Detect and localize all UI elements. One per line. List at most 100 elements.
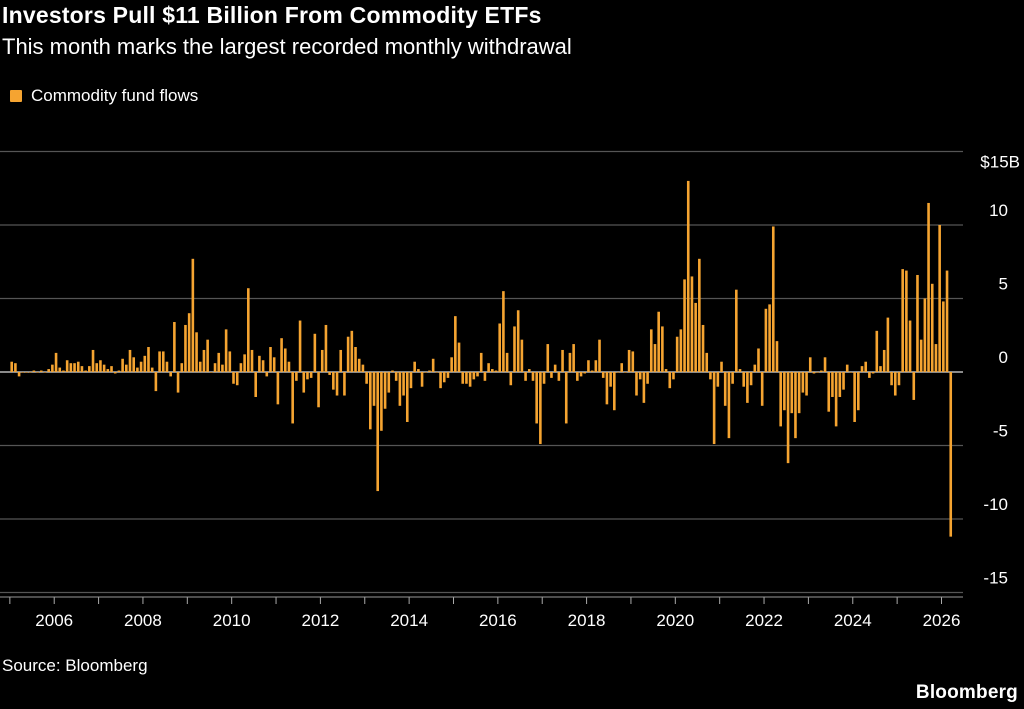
bar-2024-1 [853,372,856,422]
bar-2009-3 [195,332,198,372]
bar-2025-2 [901,269,904,372]
bar-2009-10 [221,364,224,372]
bar-2006-5 [69,363,73,372]
bar-2010-9 [261,360,265,372]
bar-2022-7 [786,372,790,464]
x-tick-label: 2018 [568,611,606,630]
bar-2018-5 [601,372,605,378]
bar-2011-9 [306,372,309,380]
bar-2015-2 [457,342,461,372]
x-tick-label: 2022 [745,611,783,630]
bar-2005-10 [43,372,47,373]
bar-2022-10 [797,372,801,414]
bar-2013-9 [394,372,398,381]
bar-2023-3 [816,372,819,373]
bar-2018-8 [613,372,616,411]
bar-2017-5 [557,372,561,381]
bar-2015-10 [487,363,490,372]
bar-2019-6 [649,329,653,372]
bar-2006-1 [54,352,58,372]
bar-2009-11 [224,329,228,372]
bar-2006-9 [84,370,87,372]
bar-2013-12 [405,372,409,422]
bar-2016-8 [524,372,527,381]
bar-2017-10 [576,372,579,381]
bar-2017-2 [546,344,550,372]
bar-2008-2 [147,347,150,372]
bar-2023-2 [812,372,816,374]
legend-swatch [10,90,22,102]
bar-2008-5 [158,351,161,372]
bar-2008-12 [184,324,187,372]
bar-2014-9 [439,372,442,389]
bar-2015-12 [494,370,498,372]
bar-2005-1 [10,361,13,372]
bar-2007-12 [139,361,143,372]
bar-2014-2 [413,361,416,372]
bar-2022-1 [764,308,768,372]
bar-2022-5 [779,372,782,427]
bar-2014-11 [446,372,450,378]
bar-2005-3 [17,372,21,377]
bar-2014-6 [428,370,431,372]
y-tick-label: -15 [983,569,1008,588]
bar-2021-5 [735,289,738,372]
bar-2009-4 [198,361,202,372]
bar-2025-6 [916,274,919,372]
bar-2007-5 [113,372,117,374]
x-tick-label: 2020 [656,611,694,630]
bar-2012-6 [339,349,343,372]
source-note: Source: Bloomberg [2,656,148,675]
bar-2017-12 [583,372,587,374]
y-tick-label: -10 [983,495,1008,514]
bar-2011-10 [309,372,313,378]
bar-2023-7 [831,372,834,397]
bar-2023-8 [834,372,838,427]
legend-label: Commodity fund flows [31,86,199,105]
bar-2018-6 [605,372,609,405]
bar-2021-9 [749,372,753,386]
bar-2012-7 [343,372,346,396]
bar-2025-4 [908,320,912,372]
bar-2016-12 [539,372,542,445]
bar-2008-8 [169,372,172,377]
y-tick-label: 5 [999,275,1008,294]
bar-2021-2 [723,372,727,406]
bar-2025-11 [934,344,938,372]
bar-2008-4 [154,372,158,392]
chart-title: Investors Pull $11 Billion From Commodit… [2,2,542,28]
bar-2023-5 [823,357,827,372]
bar-2024-7 [875,330,879,372]
bar-2024-3 [860,366,864,372]
bar-2016-5 [513,326,516,372]
bar-2011-5 [291,372,294,424]
bar-2007-6 [117,370,121,372]
bar-2020-2 [679,329,683,372]
bar-2005-6 [28,372,32,373]
bar-2007-11 [136,367,139,372]
x-tick-label: 2014 [390,611,428,630]
bar-2011-3 [283,348,287,372]
bar-2019-5 [646,372,649,384]
bar-2014-12 [450,357,453,372]
bar-2022-12 [805,372,808,396]
bar-2013-5 [380,372,383,431]
bar-2022-3 [771,226,775,372]
bar-2005-12 [51,364,54,372]
bar-2025-3 [905,270,908,372]
bar-2005-7 [32,370,36,372]
bar-2011-8 [302,372,306,393]
bar-2012-1 [320,349,324,372]
bar-2011-1 [276,372,280,405]
bar-2019-12 [672,372,675,380]
bar-2012-3 [328,372,331,375]
bar-2015-6 [472,372,476,380]
bar-2026-2 [945,270,949,372]
bar-2013-10 [398,372,402,406]
bar-2013-11 [402,372,405,396]
y-tick-label: $15B [980,153,1020,172]
bar-2014-4 [420,372,424,387]
bar-2011-6 [295,372,298,381]
bar-2010-7 [254,372,257,397]
